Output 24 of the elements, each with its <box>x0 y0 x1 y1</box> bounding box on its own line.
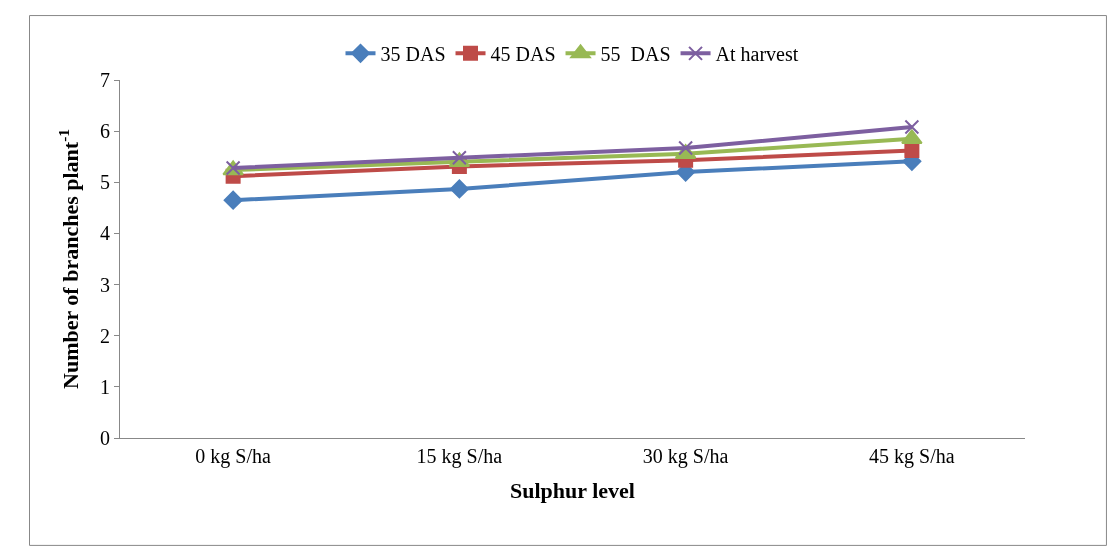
y-tick-label: 1 <box>100 375 110 398</box>
point <box>901 129 923 145</box>
x-axis-title: Sulphur level <box>510 477 635 503</box>
legend-label: 45 DAS <box>490 43 556 66</box>
y-tick-label: 2 <box>100 324 110 347</box>
y-tick-label: 5 <box>100 171 110 194</box>
y-tick-label: 3 <box>100 273 110 296</box>
legend-label: 35 DAS <box>380 43 446 66</box>
point <box>223 190 243 210</box>
point <box>678 140 694 156</box>
y-tick-label: 6 <box>100 120 110 143</box>
x-tick-label: 45 kg S/ha <box>869 445 955 468</box>
y-tick-label: 7 <box>100 69 110 91</box>
point <box>449 179 469 199</box>
legend-label: At harvest <box>715 43 799 66</box>
x-tick-label: 0 kg S/ha <box>195 445 272 468</box>
y-tick-label: 0 <box>100 427 110 449</box>
point <box>451 150 467 166</box>
point <box>904 143 920 159</box>
point <box>904 119 920 135</box>
legend-label: 55 DAS <box>600 43 671 66</box>
x-tick-label: 30 kg S/ha <box>642 445 729 468</box>
y-tick-label: 4 <box>100 222 110 245</box>
x-tick-label: 15 kg S/ha <box>416 445 503 468</box>
